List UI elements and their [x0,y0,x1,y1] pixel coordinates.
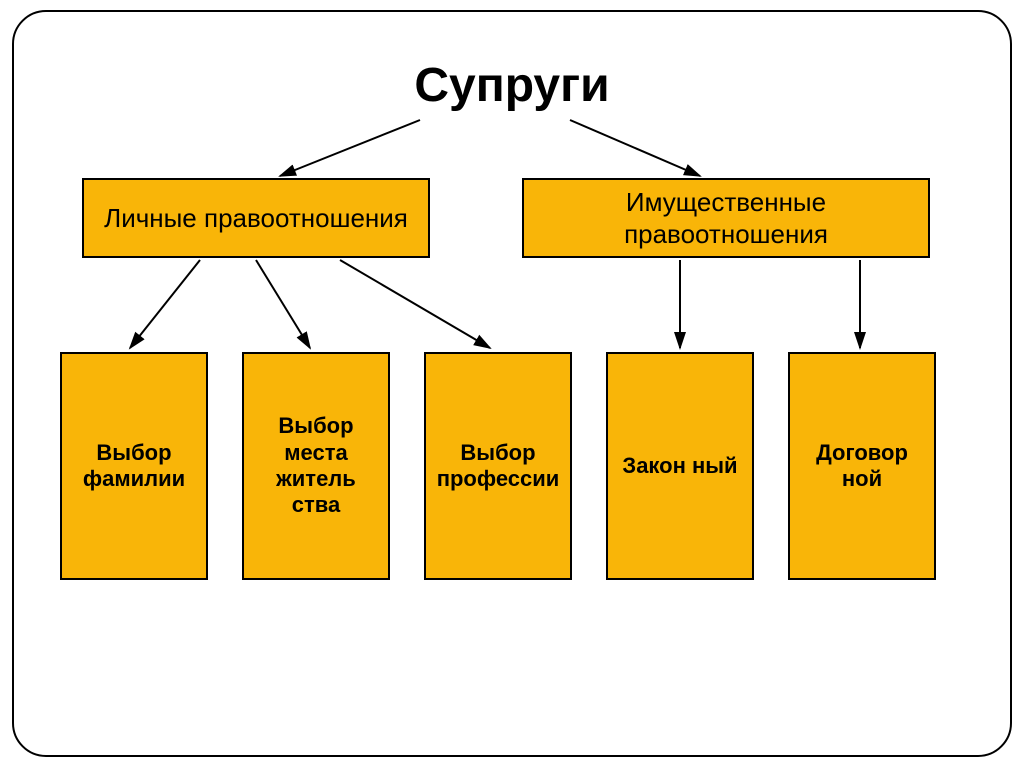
diagram-title: Супруги [0,58,1024,113]
leaf-surname-label: Выбор фамилии [68,440,200,493]
leaf-profession-choice: Выбор профессии [424,352,572,580]
category-personal-label: Личные правоотношения [104,202,408,235]
leaf-statutory: Закон ный [606,352,754,580]
leaf-statutory-label: Закон ный [622,453,737,479]
leaf-surname-choice: Выбор фамилии [60,352,208,580]
category-property: Имущественные правоотношения [522,178,930,258]
leaf-contractual: Договор ной [788,352,936,580]
category-property-label: Имущественные правоотношения [536,186,916,251]
leaf-profession-label: Выбор профессии [432,440,564,493]
leaf-contractual-label: Договор ной [796,440,928,493]
leaf-residence-label: Выбор места житель ства [250,413,382,519]
leaf-residence-choice: Выбор места житель ства [242,352,390,580]
category-personal: Личные правоотношения [82,178,430,258]
